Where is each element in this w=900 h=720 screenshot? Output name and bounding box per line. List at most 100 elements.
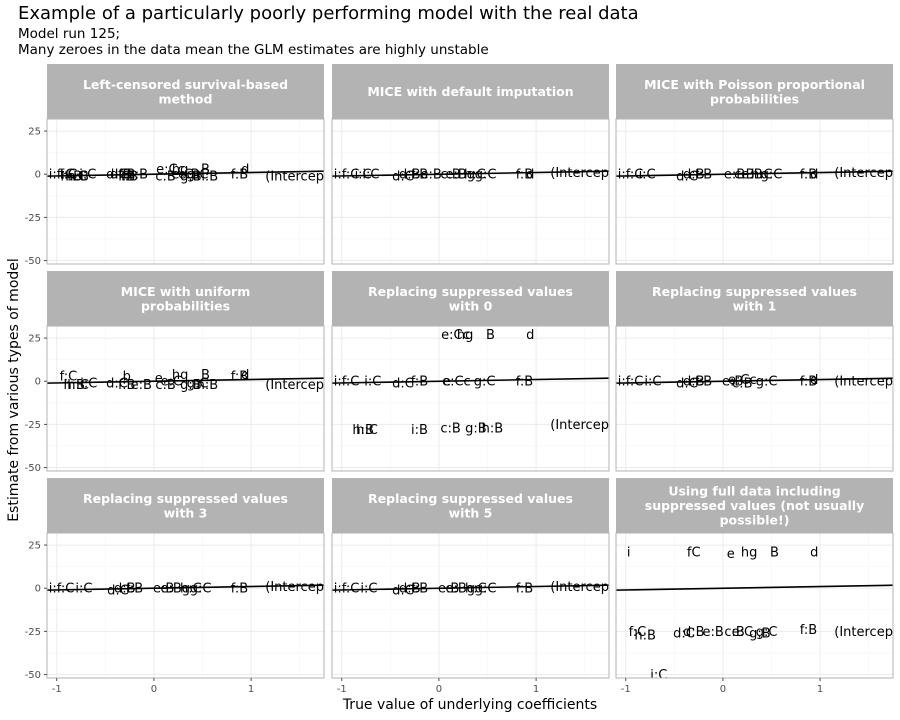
point-label: (Intercept) [834,375,900,390]
identity-line [332,170,609,177]
point-labels: i:f:Ci:C d:Cd:Bf:B e:Bc:Be:Bh:Cg:C f:Bd (Int… [618,166,900,184]
facet-panel: MICE with Poisson proportionalprobabilit… [615,64,900,265]
point-label: f:B [800,375,817,390]
point-label: g:C [190,582,212,597]
chart-subtitle-line-2: Many zeroes in the data mean the GLM est… [18,42,489,58]
chart-title: Example of a particularly poorly perform… [18,3,639,24]
y-tick-label: -25 [25,420,41,431]
x-tick-label: 0 [720,684,726,695]
point-label: c:B [734,168,754,183]
y-tick-label: 0 [35,170,41,181]
point-labels: i:f:C i:C d:Cd:Bf:B e:Be:Ccc:B g:C f:Bd (Inter… [618,373,900,391]
panel-border [46,532,325,679]
point-label: e:C [161,375,182,390]
facet-panel: Left-censored survival-basedmethodi:f:Cf… [25,64,325,267]
point-label: f:B [411,168,428,183]
point-label: e [443,375,451,390]
point-label: g:C [474,375,496,390]
point-label: (Intercept) [834,166,900,181]
point-label: d [810,545,818,560]
facet-title: with 1 [733,298,777,313]
point-label: g:B [465,421,487,436]
point-label: e:Cc [156,163,185,178]
point-label: d:B [399,168,421,183]
panel-border [615,325,894,472]
point-label: g:B [180,169,202,184]
point-labels: f:Ch:Bh:Ci:C d:Cbf:Be:B ec:Be:Chgg:Bh:Bg:C… [60,368,324,393]
point-label: e:B [741,168,762,183]
y-tick-label: 0 [35,584,41,595]
point-label: i [627,545,631,560]
point-label: i:C [355,168,372,183]
point-label: c:B [155,378,175,393]
point-label: d:B [683,168,705,183]
point-label: d:C [392,169,414,184]
point-label: g:C [187,376,209,391]
point-label: e [727,547,735,562]
point-label: e:Bg [446,582,476,597]
panel-border [331,325,610,472]
y-tick-label: -25 [25,213,41,224]
x-tick-label: 0 [436,684,442,695]
identity-line [616,377,893,384]
facet-title: Left-censored survival-based [83,77,288,92]
point-label: h:C [65,169,87,184]
point-label: i:C [639,168,656,183]
point-label: g:C [756,625,778,640]
point-label: f:B [411,375,428,390]
point-label: c:B [155,169,175,184]
point-label: B [486,328,495,343]
point-labels: i:f:C i:C d:Cd:Bf:B e:Be:Bgh:Cg:C f:B (Interc… [49,580,324,598]
point-label: h:C [751,168,773,183]
panel-border [615,118,894,265]
facet-title: with 5 [449,505,493,520]
point-label: i:f:C [49,582,75,597]
point-label: e:Cc [441,328,470,343]
point-label: d:C [676,169,698,184]
facet-title: MICE with uniform [121,284,251,299]
point-label: e:B [724,168,745,183]
point-label: f:B [695,375,712,390]
point-label: h:C [180,582,202,597]
facet-strip [47,271,324,326]
point-label: f:B [695,168,712,183]
point-label: g:C [475,582,497,597]
point-label: i:f:C [334,168,360,183]
point-label: c:B [732,376,752,391]
point-label: (Intercept) [550,418,619,433]
point-label: i:f:C [49,168,75,183]
point-label: f:B [800,168,817,183]
facet-panel: MICE with uniformprobabilitiesf:Ch:Bh:Ci… [25,271,325,474]
point-label: h:B [67,169,89,184]
point-label: h:B [197,378,219,393]
y-axis-label: Estimate from various types of model [6,258,22,522]
point-label: f:C [629,625,647,640]
point-label: d:C [392,583,414,598]
facet-panel: MICE with default imputation i:f:Ci:Ci:C d… [331,64,610,265]
point-label: d [241,368,249,383]
point-label: h:B [197,169,219,184]
point-label: g:C [475,168,497,183]
point-label: d:B [683,375,705,390]
point-label: i:C [644,375,661,390]
facet-title: with 0 [449,298,493,313]
point-label: h:C [464,168,486,183]
facet-title: MICE with Poisson proportional [644,77,865,92]
identity-line [332,584,609,591]
facet-strip [616,64,893,119]
point-label: d:C [676,376,698,391]
point-label: d:B [399,582,421,597]
point-label: h:B [482,421,504,436]
panel-background [616,119,893,264]
point-label: hg [741,545,758,560]
point-label: (Intercept) [550,580,619,595]
point-label: B [770,545,779,560]
x-tick-label: 1 [817,684,823,695]
point-label: e:B [127,168,148,183]
point-label: i:C [364,375,381,390]
point-label: h:B [61,169,83,184]
point-label: d:C [107,583,129,598]
